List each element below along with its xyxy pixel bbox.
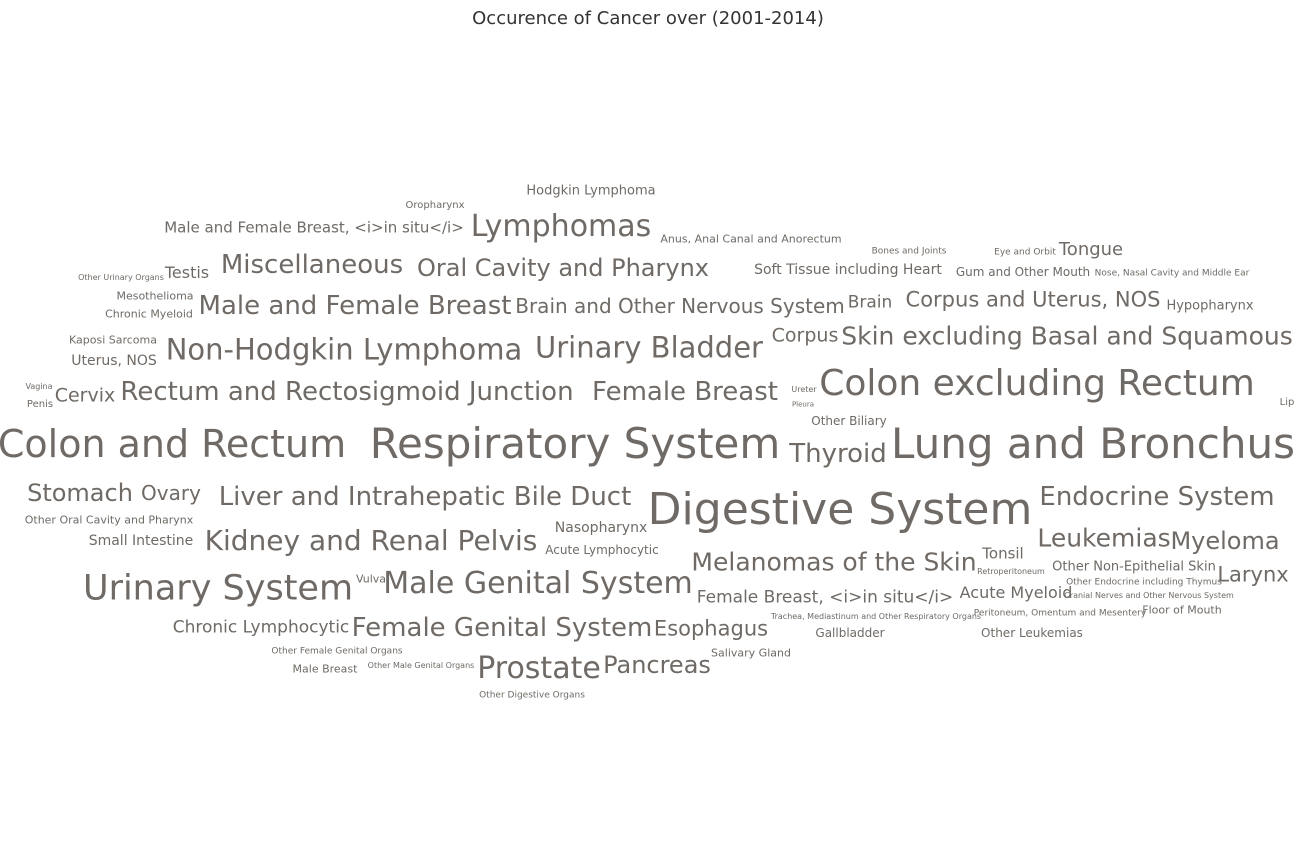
cloud-word[interactable]: Testis	[164, 263, 210, 282]
cloud-word[interactable]: Brain and Other Nervous System	[515, 294, 845, 318]
cloud-word[interactable]: Larynx	[1217, 562, 1289, 587]
cloud-word[interactable]: Eye and Orbit	[994, 247, 1056, 258]
cloud-word[interactable]: Corpus and Uterus, NOS	[905, 287, 1161, 312]
cloud-word[interactable]: Liver and Intrahepatic Bile Duct	[218, 482, 632, 512]
cloud-word[interactable]: Anus, Anal Canal and Anorectum	[660, 232, 842, 246]
cloud-word[interactable]: Pleura	[791, 400, 815, 409]
cloud-word[interactable]: Other Female Genital Organs	[271, 646, 403, 657]
cloud-word[interactable]: Bones and Joints	[871, 246, 947, 257]
cloud-word[interactable]: Male Genital System	[383, 566, 693, 601]
cloud-word[interactable]: Gallbladder	[815, 626, 885, 640]
cloud-word[interactable]: Nose, Nasal Cavity and Middle Ear	[1094, 268, 1250, 279]
chart-title: Occurence of Cancer over (2001-2014)	[472, 8, 824, 29]
cloud-word[interactable]: Digestive System	[647, 484, 1033, 535]
cloud-word[interactable]: Tonsil	[982, 544, 1024, 563]
cloud-word[interactable]: Other Leukemias	[981, 626, 1083, 640]
cloud-word[interactable]: Other Endocrine including Thymus	[1066, 577, 1222, 588]
cloud-word[interactable]: Melanomas of the Skin	[691, 547, 977, 577]
cloud-word[interactable]: Female Breast	[592, 377, 778, 407]
cloud-word[interactable]: Other Urinary Organs	[78, 273, 164, 282]
cloud-word[interactable]: Hypopharynx	[1166, 298, 1254, 314]
cloud-word[interactable]: Stomach	[27, 479, 133, 507]
cloud-word[interactable]: Miscellaneous	[220, 250, 404, 280]
cloud-word[interactable]: Other Male Genital Organs	[367, 661, 475, 670]
cloud-word[interactable]: Female Breast, <i>in situ</i>	[696, 587, 954, 608]
cloud-word[interactable]: Non-Hodgkin Lymphoma	[165, 332, 523, 367]
cloud-word[interactable]: Kidney and Renal Pelvis	[204, 524, 538, 557]
cloud-word[interactable]: Urinary Bladder	[535, 330, 763, 365]
cloud-word[interactable]: Lymphomas	[470, 209, 652, 244]
cloud-word[interactable]: Ureter	[791, 385, 817, 394]
cloud-word[interactable]: Rectum and Rectosigmoid Junction	[120, 377, 574, 407]
cloud-word[interactable]: Urinary System	[82, 568, 354, 609]
cloud-word[interactable]: Nasopharynx	[554, 520, 648, 536]
cloud-word[interactable]: Colon excluding Rectum	[819, 363, 1255, 404]
cloud-word[interactable]: Oropharynx	[405, 200, 465, 211]
cloud-word[interactable]: Lip	[1279, 397, 1295, 408]
cloud-word[interactable]: Gum and Other Mouth	[955, 265, 1091, 279]
cloud-word[interactable]: Skin excluding Basal and Squamous	[841, 321, 1293, 351]
cloud-word[interactable]: Leukemias	[1037, 523, 1171, 553]
cloud-word[interactable]: Vulva	[355, 572, 387, 586]
cloud-word[interactable]: Salivary Gland	[711, 646, 791, 660]
cloud-word[interactable]: Chronic Myeloid	[105, 307, 193, 321]
cloud-word[interactable]: Acute Myeloid	[959, 583, 1073, 602]
cloud-word[interactable]: Male and Female Breast, <i>in situ</i>	[164, 218, 464, 237]
cloud-word[interactable]: Small Intestine	[88, 533, 194, 549]
cloud-word[interactable]: Other Oral Cavity and Pharynx	[24, 513, 194, 527]
cloud-word[interactable]: Other Digestive Organs	[479, 690, 585, 701]
cloud-word[interactable]: Tongue	[1058, 239, 1124, 260]
cloud-word[interactable]: Respiratory System	[369, 419, 781, 468]
cloud-word[interactable]: Vagina	[25, 382, 53, 391]
cloud-word[interactable]: Hodgkin Lymphoma	[526, 183, 656, 199]
cloud-word[interactable]: Male Breast	[292, 662, 358, 676]
cloud-word[interactable]: Peritoneum, Omentum and Mesentery	[973, 608, 1147, 619]
cloud-word[interactable]: Trachea, Mediastinum and Other Respirato…	[770, 612, 982, 621]
cloud-word[interactable]: Kaposi Sarcoma	[69, 333, 157, 347]
cloud-word[interactable]: Uterus, NOS	[71, 353, 157, 369]
cloud-word[interactable]: Pancreas	[603, 651, 711, 679]
cloud-word[interactable]: Retroperitoneum	[977, 567, 1045, 576]
cloud-word[interactable]: Thyroid	[789, 439, 887, 469]
cloud-word[interactable]: Male and Female Breast	[198, 291, 512, 321]
cloud-word[interactable]: Mesothelioma	[116, 289, 194, 303]
cloud-word[interactable]: Chronic Lymphocytic	[172, 617, 350, 638]
cloud-word[interactable]: Ovary	[141, 481, 201, 505]
cloud-word[interactable]: Other Biliary	[811, 414, 887, 428]
cloud-word[interactable]: Myeloma	[1170, 527, 1280, 555]
cloud-word[interactable]: Soft Tissue including Heart	[754, 262, 942, 278]
cloud-word[interactable]: Oral Cavity and Pharynx	[417, 254, 709, 282]
cloud-word[interactable]: Female Genital System	[351, 613, 653, 643]
cloud-word[interactable]: Cranial Nerves and Other Nervous System	[1064, 591, 1234, 600]
cloud-word[interactable]: Floor of Mouth	[1142, 603, 1222, 617]
cloud-word[interactable]: Corpus	[771, 324, 839, 347]
cloud-word[interactable]: Other Non-Epithelial Skin	[1052, 559, 1216, 575]
cloud-word[interactable]: Esophagus	[653, 616, 769, 641]
cloud-word[interactable]: Endocrine System	[1039, 482, 1275, 512]
cloud-word[interactable]: Penis	[26, 399, 54, 410]
cloud-word[interactable]: Acute Lymphocytic	[545, 543, 659, 557]
cloud-word[interactable]: Colon and Rectum	[0, 422, 347, 466]
cloud-word[interactable]: Cervix	[54, 384, 116, 407]
cloud-word[interactable]: Prostate	[477, 651, 601, 686]
cloud-word[interactable]: Brain	[847, 292, 893, 313]
cloud-word[interactable]: Lung and Bronchus	[891, 419, 1295, 468]
